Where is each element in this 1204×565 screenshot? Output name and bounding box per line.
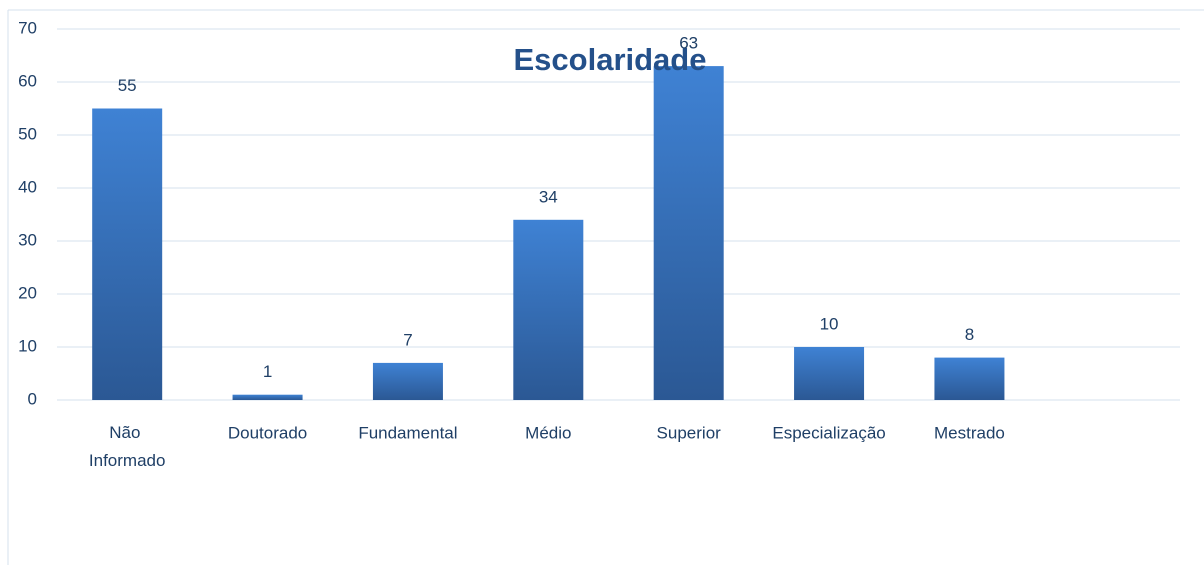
- y-tick-label: 30: [18, 230, 37, 249]
- bar: [372, 362, 443, 400]
- x-tick-label: Doutorado: [228, 423, 307, 442]
- data-label: 55: [118, 76, 137, 95]
- bar: [794, 347, 865, 400]
- y-tick-label: 0: [28, 389, 37, 408]
- bar: [653, 66, 724, 400]
- y-tick-label: 50: [18, 124, 37, 143]
- data-label: 1: [263, 362, 272, 381]
- bar: [513, 219, 584, 400]
- bar: [232, 394, 303, 400]
- x-tick-label: Não Informado: [89, 423, 166, 470]
- y-tick-label: 40: [18, 177, 37, 196]
- chart-title: Escolaridade: [514, 42, 707, 77]
- data-label: 34: [539, 187, 558, 206]
- y-tick-label: 70: [18, 18, 37, 37]
- data-label: 7: [403, 330, 412, 349]
- y-tick-label: 20: [18, 283, 37, 302]
- x-tick-label: Especialização: [772, 423, 885, 442]
- x-tick-label: Mestrado: [934, 423, 1005, 442]
- x-tick-label: Superior: [657, 423, 722, 442]
- y-tick-label: 10: [18, 336, 37, 355]
- bar: [92, 108, 163, 400]
- y-tick-label: 60: [18, 71, 37, 90]
- data-label: 10: [820, 314, 839, 333]
- data-label: 8: [965, 325, 974, 344]
- data-label: 63: [679, 34, 698, 53]
- x-tick-label: Fundamental: [358, 423, 457, 442]
- x-tick-label: Médio: [525, 423, 571, 442]
- bar: [934, 357, 1005, 400]
